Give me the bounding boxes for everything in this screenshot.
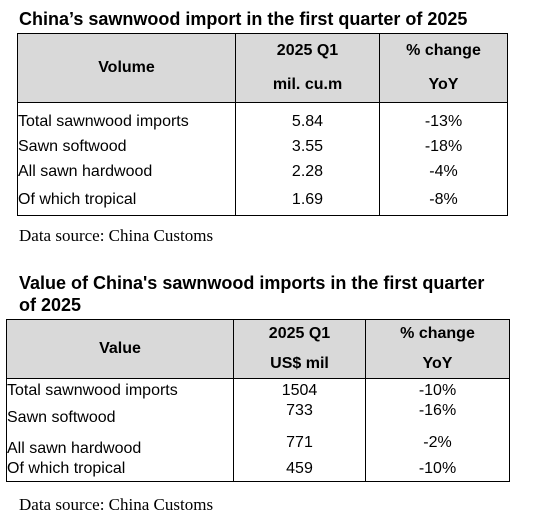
row-label: Of which tropical: [18, 191, 137, 208]
row-change: -18%: [424, 138, 463, 155]
header-volume: Volume: [17, 33, 236, 103]
row-value: 733: [286, 402, 313, 419]
table-row: Of which tropical 1.69 -8%: [17, 184, 508, 216]
volume-table-title: China’s sawnwood import in the first qua…: [19, 9, 468, 29]
table-header-row: Volume 2025 Q1 mil. cu.m % change YoY: [17, 33, 508, 103]
row-label: Total sawnwood imports: [18, 113, 189, 130]
row-change: -4%: [429, 163, 458, 180]
table-row: Total sawnwood imports 1504 -10%: [6, 378, 510, 401]
value-table-title-line2: of 2025: [19, 295, 82, 315]
row-change: -10%: [418, 382, 457, 399]
table-row: All sawn hardwood 771 -2%: [6, 430, 510, 459]
table-row: Sawn softwood 733 -16%: [6, 401, 510, 430]
row-label: Sawn softwood: [18, 138, 127, 155]
row-change: -8%: [429, 191, 458, 208]
header-value: Value: [6, 319, 234, 379]
row-label: Of which tropical: [7, 460, 126, 477]
row-value: 1.69: [291, 191, 324, 208]
header-percent-change: % change YoY: [379, 33, 508, 103]
volume-table: Volume 2025 Q1 mil. cu.m % change YoY To…: [17, 33, 508, 216]
table-row: Total sawnwood imports 5.84 -13%: [17, 102, 508, 134]
row-value: 459: [286, 460, 313, 477]
table-row: Of which tropical 459 -10%: [6, 459, 510, 482]
row-label: All sawn hardwood: [18, 163, 153, 180]
header-percent-change: % change YoY: [365, 319, 510, 379]
row-label: Total sawnwood imports: [7, 382, 178, 399]
row-change: -2%: [423, 434, 452, 451]
volume-data-source: Data source: China Customs: [19, 226, 214, 245]
row-change: -16%: [418, 402, 457, 419]
table-header-row: Value 2025 Q1 US$ mil % change YoY: [6, 319, 510, 379]
header-2025-q1: 2025 Q1 US$ mil: [233, 319, 366, 379]
table-row: All sawn hardwood 2.28 -4%: [17, 159, 508, 184]
row-label: Sawn softwood: [7, 409, 116, 426]
table-row: Sawn softwood 3.55 -18%: [17, 134, 508, 159]
value-data-source: Data source: China Customs: [19, 495, 214, 514]
row-value: 5.84: [291, 113, 324, 130]
row-value: 3.55: [291, 138, 324, 155]
row-value: 1504: [281, 382, 318, 399]
value-table: Value 2025 Q1 US$ mil % change YoY Total…: [6, 319, 510, 482]
row-value: 771: [286, 434, 313, 451]
row-value: 2.28: [291, 163, 324, 180]
header-2025-q1: 2025 Q1 mil. cu.m: [235, 33, 380, 103]
row-change: -10%: [418, 460, 457, 477]
row-change: -13%: [424, 113, 463, 130]
row-label: All sawn hardwood: [7, 440, 142, 457]
value-table-title-line1: Value of China's sawnwood imports in the…: [19, 273, 485, 293]
